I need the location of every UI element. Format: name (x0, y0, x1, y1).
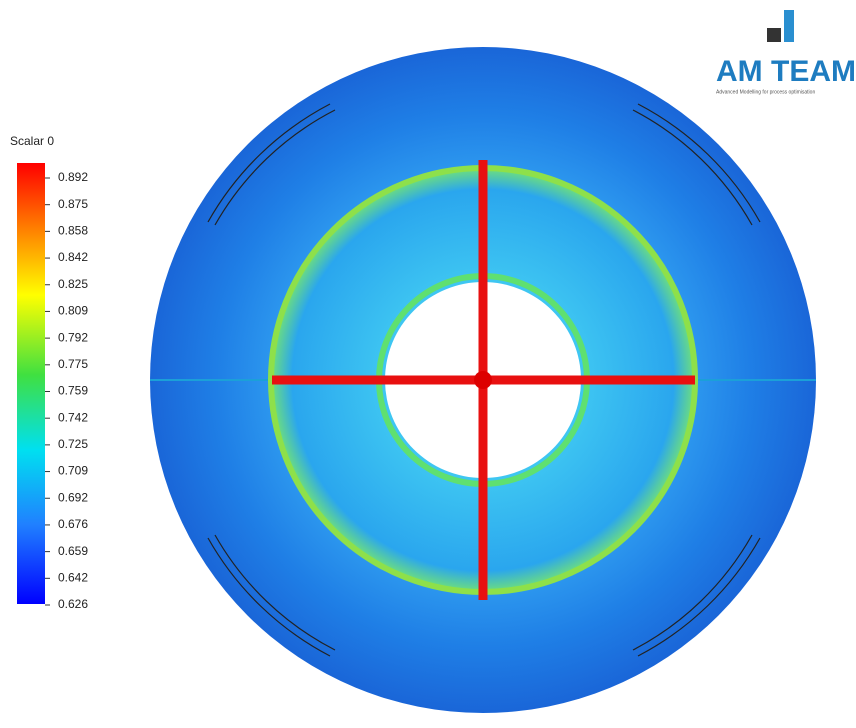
logo-title: AM TEAM (716, 55, 856, 88)
tick-label: 0.725 (58, 437, 88, 451)
tick-label: 0.858 (58, 224, 88, 238)
slot (637, 537, 761, 657)
tick-label: 0.759 (58, 384, 88, 398)
tick-label: 0.892 (58, 170, 88, 184)
center-node (474, 371, 492, 389)
tick-label: 0.775 (58, 357, 88, 371)
tick-label: 0.792 (58, 330, 88, 344)
tick-label: 0.626 (58, 597, 88, 611)
logo: AM TEAM Advanced Modelling for process o… (716, 10, 856, 95)
tick-label: 0.642 (58, 570, 88, 584)
slot (632, 109, 753, 226)
legend: Scalar 0 0.8920.8750.8580.8420.8250.8090… (10, 134, 88, 611)
tick-label: 0.809 (58, 304, 88, 318)
logo-icon (784, 10, 794, 42)
legend-ticks: 0.892 0.875 0.858 0.842 0.825 0.809 0.792 0.775… (45, 170, 88, 611)
tick-label: 0.676 (58, 517, 88, 531)
tick-label: 0.659 (58, 544, 88, 558)
contour-plot (150, 47, 816, 713)
logo-icon (767, 28, 781, 42)
tick-label: 0.709 (58, 464, 88, 478)
tick-label: 0.842 (58, 250, 88, 264)
colorbar (17, 163, 45, 604)
slot (214, 109, 336, 226)
tick-label: 0.875 (58, 197, 88, 211)
slot (207, 103, 331, 223)
slot (214, 534, 336, 651)
tick-label: 0.825 (58, 277, 88, 291)
legend-title: Scalar 0 (10, 134, 54, 148)
logo-tagline: Advanced Modelling for process optimisat… (716, 89, 815, 95)
slot (632, 534, 753, 651)
slot (637, 103, 761, 223)
tick-label: 0.742 (58, 410, 88, 424)
slot (207, 537, 331, 657)
slots (207, 103, 761, 657)
tick-label: 0.692 (58, 490, 88, 504)
